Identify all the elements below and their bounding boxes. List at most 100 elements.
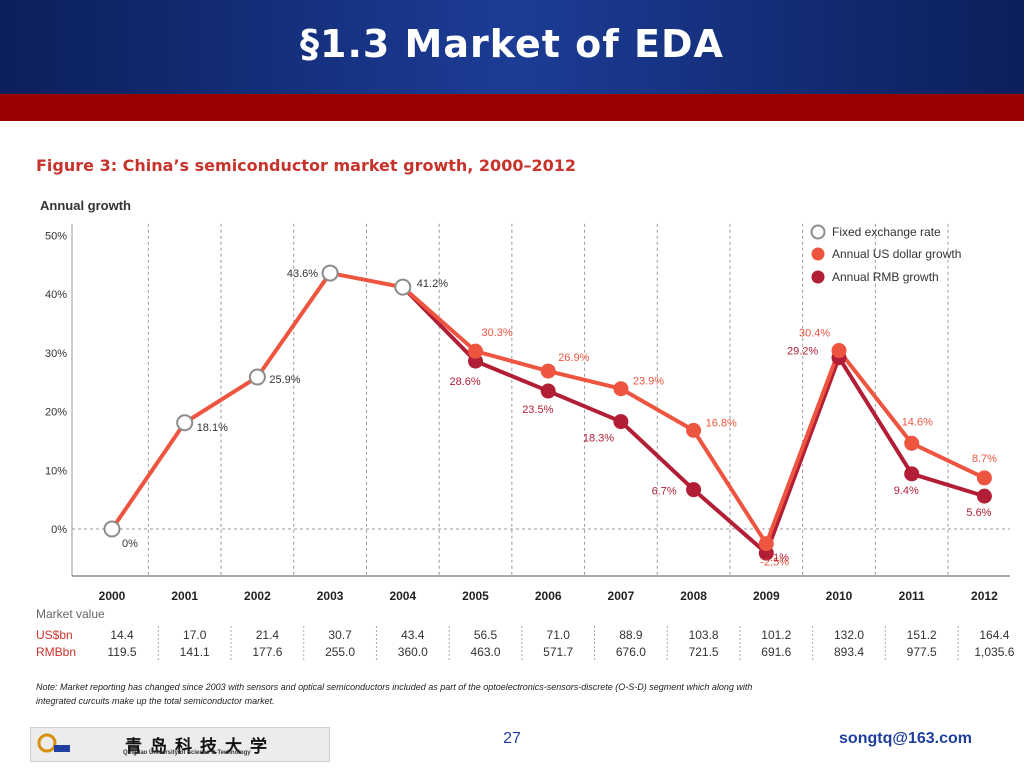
data-point-usd	[904, 435, 920, 451]
x-tick-label: 2012	[971, 589, 998, 603]
data-point-rmb	[540, 383, 556, 399]
data-label-usd: 8.7%	[972, 453, 997, 465]
data-point-usd	[468, 343, 483, 359]
market-value-cell: 177.6	[252, 645, 282, 659]
y-tick-label: 20%	[45, 407, 67, 419]
x-tick-label: 2001	[171, 589, 198, 603]
legend-label: Fixed exchange rate	[832, 225, 941, 239]
legend-marker	[810, 224, 826, 240]
data-point-usd	[831, 343, 847, 359]
market-value-cell: 721.5	[689, 645, 719, 659]
slide-title: §1.3 Market of EDA	[300, 22, 724, 66]
author-email: songtq@163.com	[839, 730, 972, 747]
x-tick-label: 2003	[317, 589, 344, 603]
market-value-cell: 71.0	[547, 628, 571, 642]
data-label-fixed: 18.1%	[197, 422, 228, 434]
y-axis-title: Annual growth	[40, 198, 131, 213]
y-tick-label: 0%	[51, 524, 67, 536]
data-label-usd: 30.4%	[799, 328, 830, 340]
university-logo: 青岛科技大学 Qingdao University of Science & T…	[30, 727, 330, 762]
y-tick-label: 50%	[45, 231, 67, 243]
market-value-cell: 977.5	[907, 645, 937, 659]
growth-chart: Annual growth 50% 40% 30% 20% 10% 0% 2000 2001 20…	[36, 198, 1015, 706]
market-value-cell: 132.0	[834, 628, 864, 642]
chart-note: integrated curcuits make up the total se…	[36, 696, 275, 706]
y-tick-label: 30%	[45, 348, 67, 360]
data-label-rmb: 5.6%	[966, 507, 991, 519]
market-value-cell: 1,035.6	[974, 645, 1014, 659]
x-tick-label: 2002	[244, 589, 271, 603]
market-value-cell: 255.0	[325, 645, 355, 659]
x-tick-label: 2005	[462, 589, 489, 603]
data-point-fixed	[321, 264, 339, 282]
page-number: 27	[503, 730, 521, 747]
market-value-cell: 56.5	[474, 628, 498, 642]
market-value-cell: 119.5	[107, 645, 136, 659]
data-point-rmb	[976, 488, 992, 504]
x-tick-label: 2007	[608, 589, 635, 603]
market-value-cell: 21.4	[256, 628, 280, 642]
data-point-usd	[540, 363, 556, 379]
data-label-rmb: -4.1%	[760, 552, 789, 564]
data-label-usd: 16.8%	[706, 417, 737, 429]
figure-title: Figure 3: China’s semiconductor market g…	[36, 156, 576, 175]
y-tick-label: 10%	[45, 465, 67, 477]
market-value-cell: 151.2	[907, 628, 937, 642]
market-value-cell: 101.2	[761, 628, 791, 642]
x-tick-label: 2000	[99, 589, 126, 603]
data-label-usd: -2.5%	[760, 557, 789, 569]
data-label-rmb: 18.3%	[583, 433, 614, 445]
university-name-cn: 青岛科技大学	[125, 737, 275, 757]
market-value-row-label: RMBbn	[36, 645, 76, 659]
legend-label: Annual US dollar growth	[832, 247, 961, 261]
data-label-fixed: 0%	[122, 538, 138, 550]
data-point-usd	[686, 422, 702, 438]
data-label-rmb: 29.2%	[787, 346, 818, 358]
data-point-fixed	[103, 520, 121, 538]
header-accent-band	[0, 94, 1024, 121]
x-tick-label: 2009	[753, 589, 780, 603]
data-point-fixed	[394, 278, 412, 296]
market-value-cell: 88.9	[619, 628, 643, 642]
university-name-en: Qingdao University of Science & Technolo…	[123, 750, 251, 756]
market-value-cell: 141.1	[180, 645, 210, 659]
x-tick-label: 2004	[389, 589, 416, 603]
data-label-fixed: 41.2%	[417, 278, 448, 290]
market-value-cell: 14.4	[110, 628, 134, 642]
market-value-cell: 463.0	[470, 645, 500, 659]
market-value-cell: 103.8	[689, 628, 719, 642]
data-label-fixed: 25.9%	[269, 374, 300, 386]
university-emblem-icon	[37, 733, 70, 753]
chart-note: Note: Market reporting has changed since…	[36, 682, 752, 692]
market-value-cell: 360.0	[398, 645, 428, 659]
data-label-fixed: 43.6%	[287, 268, 318, 280]
market-value-cell: 17.0	[183, 628, 207, 642]
market-value-title: Market value	[36, 607, 105, 621]
market-value-cell: 893.4	[834, 645, 864, 659]
data-point-fixed	[248, 368, 266, 386]
market-value-cell: 571.7	[543, 645, 573, 659]
data-label-usd: 30.3%	[482, 327, 513, 339]
market-value-cell: 30.7	[328, 628, 352, 642]
legend-marker	[811, 247, 825, 261]
data-label-rmb: 9.4%	[894, 485, 919, 497]
data-point-usd	[613, 381, 629, 397]
data-point-rmb	[686, 482, 702, 498]
data-point-rmb	[904, 466, 920, 482]
x-tick-label: 2010	[826, 589, 853, 603]
data-point-usd	[758, 536, 774, 552]
market-value-cell: 164.4	[979, 628, 1009, 642]
slide-header: §1.3 Market of EDA	[0, 0, 1024, 94]
data-point-fixed	[176, 414, 194, 432]
data-label-rmb: 23.5%	[522, 404, 553, 416]
legend-marker	[811, 270, 825, 284]
x-tick-label: 2006	[535, 589, 562, 603]
data-label-rmb: 6.7%	[652, 486, 677, 498]
x-tick-label: 2011	[899, 589, 925, 603]
data-label-usd: 26.9%	[558, 352, 589, 364]
x-tick-label: 2008	[680, 589, 707, 603]
market-value-cell: 691.6	[761, 645, 791, 659]
data-label-usd: 14.6%	[902, 416, 933, 428]
data-point-rmb	[613, 414, 629, 430]
market-value-cell: 43.4	[401, 628, 425, 642]
